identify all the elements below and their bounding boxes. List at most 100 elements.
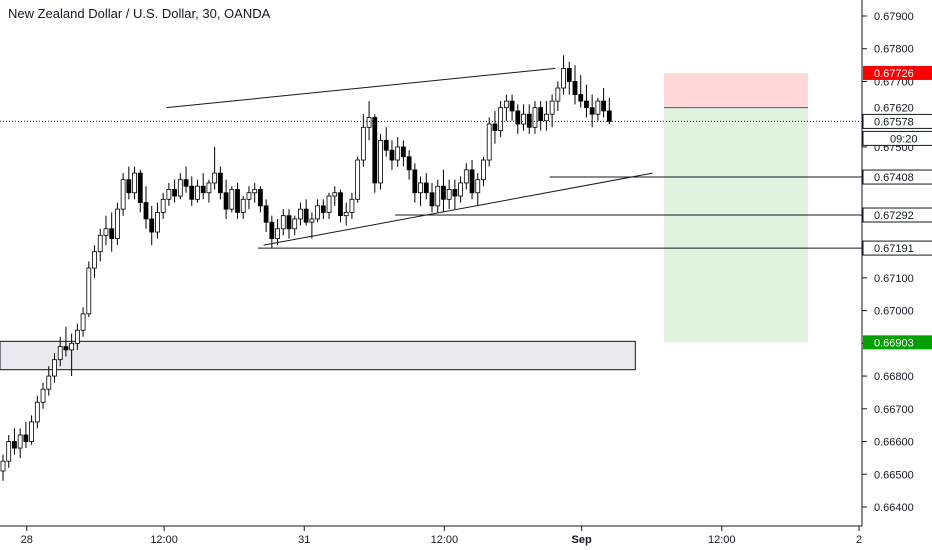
- candle-body[interactable]: [332, 192, 338, 197]
- candle-body[interactable]: [343, 211, 349, 217]
- candle-body[interactable]: [200, 185, 206, 194]
- candle-body[interactable]: [0, 460, 6, 472]
- candle-body[interactable]: [12, 441, 17, 449]
- candle-body[interactable]: [418, 182, 423, 194]
- candle-body[interactable]: [446, 189, 452, 200]
- candle-body[interactable]: [97, 234, 103, 253]
- candle-body[interactable]: [132, 172, 137, 194]
- candle-body[interactable]: [286, 215, 292, 230]
- candle-body[interactable]: [463, 169, 469, 184]
- candle-body[interactable]: [315, 205, 321, 220]
- candle-body[interactable]: [515, 110, 521, 125]
- candle-body[interactable]: [378, 139, 383, 184]
- candle-body[interactable]: [252, 189, 258, 194]
- candle-body[interactable]: [269, 221, 275, 239]
- candle-body[interactable]: [566, 67, 572, 82]
- candle-body[interactable]: [584, 100, 589, 109]
- channel-upper[interactable]: [166, 67, 556, 109]
- candle-body[interactable]: [383, 139, 389, 151]
- candle-body[interactable]: [389, 149, 395, 161]
- candle-body[interactable]: [240, 198, 246, 213]
- candle-body[interactable]: [423, 182, 429, 194]
- candle-body[interactable]: [320, 205, 326, 213]
- candle-body[interactable]: [481, 159, 486, 181]
- candle-body[interactable]: [498, 107, 504, 131]
- candle-body[interactable]: [160, 198, 166, 213]
- candle-body[interactable]: [549, 100, 555, 115]
- candle-body[interactable]: [257, 189, 263, 207]
- candle-body[interactable]: [521, 113, 526, 125]
- candle-body[interactable]: [429, 192, 435, 207]
- candle-body[interactable]: [475, 179, 481, 194]
- candle-body[interactable]: [115, 208, 120, 239]
- candle-body[interactable]: [538, 107, 544, 122]
- candle-body[interactable]: [275, 228, 280, 239]
- candle-body[interactable]: [458, 182, 464, 197]
- candle-body[interactable]: [544, 113, 549, 122]
- candle-body[interactable]: [103, 228, 109, 236]
- candle-body[interactable]: [452, 189, 458, 197]
- candle-body[interactable]: [503, 100, 509, 109]
- candle-body[interactable]: [441, 185, 446, 200]
- candle-body[interactable]: [360, 126, 366, 161]
- candle-body[interactable]: [366, 117, 372, 128]
- candle-body[interactable]: [509, 100, 515, 112]
- candle-body[interactable]: [212, 172, 218, 184]
- candle-body[interactable]: [217, 172, 223, 194]
- candle-body[interactable]: [177, 179, 183, 197]
- candle-body[interactable]: [206, 182, 212, 194]
- candle-body[interactable]: [578, 94, 584, 102]
- candle-body[interactable]: [80, 313, 86, 331]
- channel-lower[interactable]: [263, 172, 653, 246]
- candle-body[interactable]: [372, 117, 378, 184]
- candle-body[interactable]: [246, 192, 252, 200]
- candle-body[interactable]: [561, 67, 566, 89]
- candle-body[interactable]: [229, 189, 235, 210]
- candle-body[interactable]: [166, 189, 172, 200]
- candle-body[interactable]: [223, 192, 229, 210]
- candle-body[interactable]: [486, 123, 492, 161]
- candle-body[interactable]: [195, 185, 200, 200]
- candle-body[interactable]: [189, 185, 195, 200]
- candle-body[interactable]: [143, 202, 149, 220]
- candle-body[interactable]: [126, 179, 132, 194]
- candle-body[interactable]: [172, 189, 178, 197]
- candle-body[interactable]: [6, 441, 12, 462]
- candle-body[interactable]: [46, 375, 52, 390]
- candle-body[interactable]: [606, 110, 612, 122]
- candle-body[interactable]: [69, 342, 75, 351]
- candle-body[interactable]: [155, 211, 160, 233]
- candle-body[interactable]: [595, 100, 601, 115]
- candle-body[interactable]: [17, 434, 23, 449]
- candle-body[interactable]: [183, 179, 189, 187]
- candle-body[interactable]: [469, 169, 475, 194]
- candle-body[interactable]: [149, 218, 155, 233]
- candle-body[interactable]: [292, 218, 298, 230]
- candle-body[interactable]: [263, 205, 269, 223]
- candle-body[interactable]: [435, 185, 441, 207]
- candle-body[interactable]: [86, 267, 92, 315]
- candle-body[interactable]: [29, 421, 35, 442]
- candle-body[interactable]: [349, 198, 355, 213]
- candle-body[interactable]: [532, 107, 538, 128]
- candle-body[interactable]: [23, 434, 29, 442]
- candle-body[interactable]: [74, 329, 80, 344]
- candle-body[interactable]: [52, 359, 57, 377]
- candle-body[interactable]: [137, 172, 143, 203]
- candle-body[interactable]: [355, 159, 361, 200]
- candle-body[interactable]: [109, 228, 115, 239]
- candle-body[interactable]: [235, 189, 240, 213]
- candle-body[interactable]: [492, 123, 498, 131]
- candle-body[interactable]: [298, 208, 303, 220]
- candle-body[interactable]: [572, 81, 578, 95]
- candle-body[interactable]: [555, 87, 561, 102]
- candle-body[interactable]: [406, 156, 412, 171]
- candle-body[interactable]: [395, 146, 401, 161]
- candle-body[interactable]: [589, 107, 595, 115]
- candle-body[interactable]: [326, 195, 332, 213]
- candle-body[interactable]: [34, 401, 40, 423]
- candle-body[interactable]: [400, 146, 406, 158]
- candle-body[interactable]: [280, 215, 286, 230]
- candle-body[interactable]: [92, 251, 97, 269]
